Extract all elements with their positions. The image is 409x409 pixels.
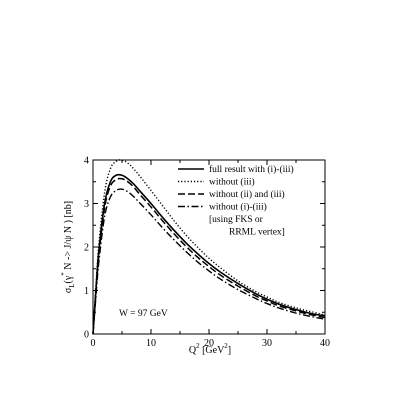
- x-axis-label: Q2 [GeV2]: [189, 342, 231, 356]
- y-axis-label: σL(γ* N -> J/ψ N ) [nb]: [60, 201, 76, 293]
- y-tick-label: 1: [84, 286, 89, 297]
- series-layer: [92, 159, 326, 335]
- y-tick-label: 0: [84, 330, 89, 341]
- legend-label: without (i)-(iii): [209, 202, 267, 213]
- x-tick-label: 0: [91, 338, 96, 349]
- series-line-dashed: [92, 177, 326, 335]
- legend-label: full result with (i)-(iii): [209, 164, 294, 175]
- series-line-dashdot: [92, 188, 326, 335]
- x-tick-label: 10: [146, 338, 156, 349]
- annotation-energy: W = 97 GeV: [119, 309, 168, 319]
- x-tick-label: 30: [262, 338, 272, 349]
- legend-label: without (ii) and (iii): [209, 189, 285, 200]
- series-line-solid: [92, 173, 326, 335]
- x-tick-label: 20: [204, 338, 214, 349]
- legend-note-line2: RRML vertex]: [229, 228, 285, 238]
- series-line-dotted: [92, 159, 326, 335]
- x-tick-label: 40: [320, 338, 330, 349]
- legend-note-line1: [using FKS or: [209, 215, 264, 225]
- y-axis: 0 1 2 3 4: [84, 156, 325, 341]
- legend: full result with (i)-(iii)without (iii)w…: [178, 164, 294, 238]
- y-tick-label: 3: [84, 199, 89, 210]
- legend-label: without (iii): [209, 177, 255, 188]
- y-tick-label: 4: [84, 156, 89, 167]
- x-axis: 0 10 20 30 40: [91, 160, 330, 349]
- y-tick-label: 2: [84, 243, 89, 254]
